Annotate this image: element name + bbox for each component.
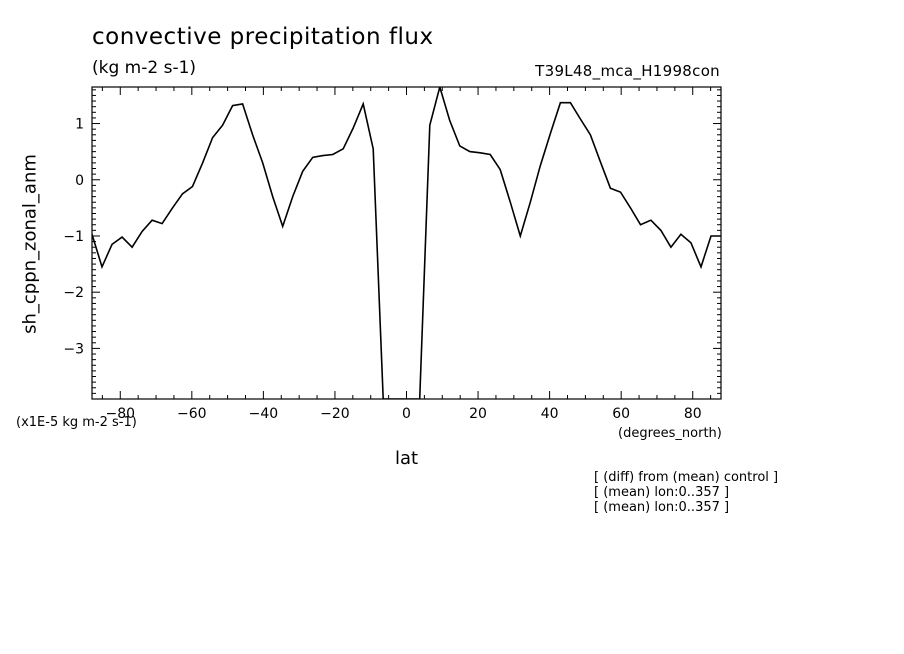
y-tick-label: 1 (75, 117, 84, 133)
processing-notes: [ (diff) from (mean) control ] [ (mean) … (594, 470, 778, 515)
experiment-label: T39L48_mca_H1998con (535, 62, 720, 80)
x-tick-label: −80 (105, 406, 135, 422)
x-tick-label: 80 (684, 406, 702, 422)
chart-title: convective precipitation flux (92, 24, 434, 50)
y-tick-label: −2 (63, 285, 84, 301)
series-line (92, 87, 721, 399)
x-tick-label: −40 (249, 406, 279, 422)
x-axis-label: lat (395, 448, 419, 469)
x-tick-label: 20 (469, 406, 487, 422)
chart-units: (kg m-2 s-1) (92, 58, 197, 78)
x-tick-label: −60 (177, 406, 207, 422)
x-tick-label: −20 (320, 406, 350, 422)
x-axis-units: (degrees_north) (618, 426, 722, 441)
y-tick-label: 0 (75, 173, 84, 189)
y-scale-note: (x1E-5 kg m-2 s-1) (16, 415, 137, 430)
note-line-1: [ (diff) from (mean) control ] (594, 470, 779, 485)
y-tick-label: −1 (63, 229, 84, 245)
x-tick-label: 0 (402, 406, 411, 422)
x-tick-label: 40 (541, 406, 559, 422)
y-tick-label: −3 (63, 341, 84, 357)
note-line-3: [ (mean) lon:0..357 ] (594, 500, 730, 515)
note-line-2: [ (mean) lon:0..357 ] (594, 485, 730, 500)
plot-frame (91, 86, 722, 400)
x-tick-label: 60 (612, 406, 630, 422)
